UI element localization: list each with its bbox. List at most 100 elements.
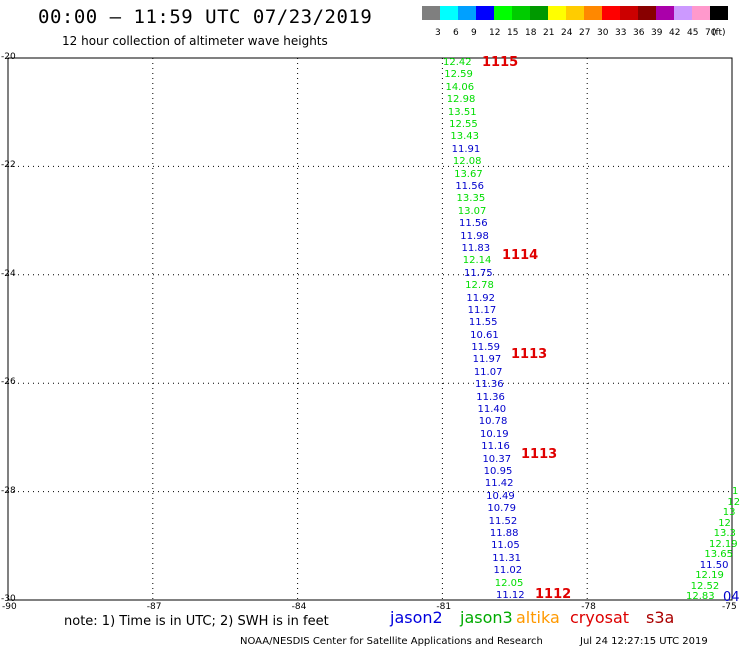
color-scale-label: 42 <box>669 28 681 38</box>
color-swatch <box>476 6 494 20</box>
lat-tick-label: -28 <box>1 485 16 496</box>
color-swatch <box>512 6 530 20</box>
wave-height-label: 11.59 <box>471 342 500 354</box>
cycle-label: 1114 <box>502 248 539 263</box>
wave-height-label: 11.75 <box>463 267 493 279</box>
color-scale-label: 9 <box>471 28 477 38</box>
wave-height-label: 12.83 <box>686 591 715 602</box>
color-swatch <box>656 6 674 20</box>
color-swatch <box>548 6 566 20</box>
wave-height-label: 11.17 <box>467 304 497 316</box>
wave-height-label: 12.59 <box>444 69 473 81</box>
color-swatch <box>530 6 548 20</box>
color-swatch <box>620 6 638 20</box>
wave-height-label: 04 <box>723 590 740 605</box>
note-text: note: 1) Time is in UTC; 2) SWH is in fe… <box>64 614 329 629</box>
wave-height-label: 14.06 <box>445 81 475 93</box>
color-swatch <box>692 6 710 20</box>
wave-height-label: 11.36 <box>475 379 504 391</box>
wave-height-label: 13.67 <box>454 168 483 180</box>
wave-height-label: 13.07 <box>457 205 487 217</box>
color-scale-label: 70 <box>705 28 717 38</box>
wave-height-label: 11.07 <box>473 366 503 378</box>
lat-tick-label: -20 <box>1 52 16 62</box>
cycle-label: 1112 <box>535 587 572 602</box>
color-scale-label: 6 <box>453 28 459 38</box>
wave-height-label: 12 <box>718 517 731 529</box>
color-scale-label: 3 <box>435 28 441 38</box>
color-scale-label: 39 <box>651 28 663 38</box>
map-frame <box>7 57 733 601</box>
wave-height-label: 11.52 <box>488 515 518 527</box>
lat-tick-label: -22 <box>1 160 16 171</box>
wave-height-label: 11.05 <box>491 540 520 552</box>
color-swatch <box>458 6 476 20</box>
color-swatch <box>494 6 512 20</box>
wave-height-label: 12.78 <box>465 280 494 292</box>
lon-tick-label: -87 <box>146 602 162 612</box>
wave-height-label: 11.36 <box>476 391 505 403</box>
wave-height-label: 11.31 <box>492 552 521 564</box>
lon-tick-label: -75 <box>722 602 737 612</box>
wave-height-label: 13 <box>722 507 736 518</box>
wave-height-label: 11.40 <box>477 404 507 416</box>
color-scale-label: 15 <box>507 28 519 38</box>
wave-height-label: 12 <box>727 496 740 508</box>
wave-height-label: 10.19 <box>479 428 509 440</box>
wave-height-label: 1 <box>732 486 739 497</box>
wave-height-label: 10.79 <box>487 503 516 515</box>
satellite-legend-item: cryosat <box>570 608 630 627</box>
lat-tick-label: -30 <box>1 594 16 604</box>
color-scale-legend: 3 6 9 12 15 18 21 24 27 30 33 36 39 42 45 70 (ft) <box>422 6 728 38</box>
wave-height-label: 11.12 <box>496 590 525 601</box>
lon-tick-label: -81 <box>436 602 452 612</box>
color-swatch <box>566 6 584 20</box>
wave-height-label: 11.83 <box>461 242 491 254</box>
color-scale-unit: (ft) <box>712 28 726 38</box>
wave-height-label: 11.88 <box>489 528 519 540</box>
wave-height-label: 11.92 <box>466 292 496 304</box>
lon-tick-label: -84 <box>291 602 307 612</box>
color-scale-label: 45 <box>687 28 699 38</box>
cycle-label: 1115 <box>482 55 519 70</box>
color-scale-label: 30 <box>597 28 609 38</box>
color-scale-label: 24 <box>561 28 573 38</box>
color-swatch <box>638 6 656 20</box>
color-scale-label: 21 <box>543 28 555 38</box>
wave-height-label: 11.02 <box>493 565 523 577</box>
wave-height-label: 12.55 <box>449 118 478 130</box>
wave-height-label: 12.19 <box>709 538 738 550</box>
wave-height-label: 12.98 <box>446 94 476 106</box>
wave-height-label: 10.95 <box>483 466 513 478</box>
wave-height-label: 10.49 <box>486 490 515 502</box>
color-scale-label: 33 <box>615 28 627 38</box>
page-subtitle: 12 hour collection of altimeter wave hei… <box>62 34 328 48</box>
color-scale-label: 18 <box>525 28 537 38</box>
satellite-legend-item: altika <box>516 608 560 627</box>
wave-height-label: 13.51 <box>447 106 477 118</box>
wave-height-label: 11.16 <box>481 441 510 453</box>
color-swatch <box>422 6 440 20</box>
color-scale-label: 36 <box>633 28 645 38</box>
wave-height-label: 11.56 <box>459 218 488 230</box>
satellite-legend-item: s3a <box>646 608 675 627</box>
wave-height-label: 12.14 <box>462 255 492 267</box>
wave-height-label: 12.19 <box>695 570 724 581</box>
wave-height-label: 11.98 <box>460 230 489 242</box>
wave-height-label: 12.52 <box>690 580 720 592</box>
wave-height-label: 11.91 <box>451 143 481 155</box>
lat-tick-label: -24 <box>1 268 16 279</box>
color-swatch <box>710 6 728 20</box>
lon-tick-label: -78 <box>581 602 596 612</box>
wave-height-label: 12.08 <box>452 156 482 168</box>
page-title: 00:00 – 11:59 UTC 07/23/2019 <box>38 6 373 28</box>
color-swatch <box>674 6 692 20</box>
color-swatch <box>440 6 458 20</box>
wave-height-label: 10.61 <box>470 329 499 341</box>
wave-height-label: 13.3 <box>713 528 736 539</box>
cycle-label: 1113 <box>521 447 558 462</box>
cycle-label: 1113 <box>511 347 548 362</box>
wave-height-label: 10.78 <box>478 416 508 428</box>
wave-height-label: 13.43 <box>450 131 480 143</box>
